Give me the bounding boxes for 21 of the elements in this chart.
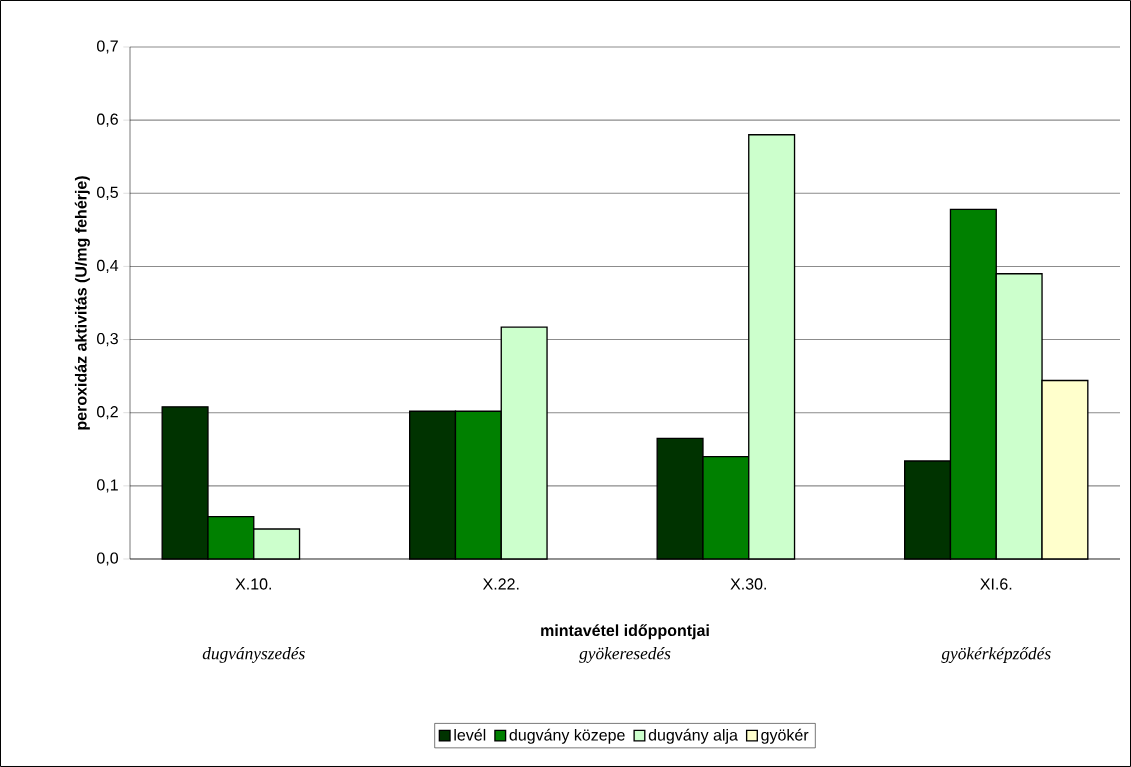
y-tick-label: 0,2	[97, 406, 118, 420]
x-tick-label: XI.6.	[980, 578, 1012, 590]
x-tick-label: X.22.	[482, 578, 519, 590]
legend-label: levél	[454, 728, 486, 741]
x-tick-label: X.10.	[235, 578, 271, 590]
y-tick-label: 0,4	[97, 259, 119, 274]
legend-label: dugvány közepe	[509, 728, 625, 744]
x-axis-title: mintavétel időppontjai	[541, 624, 709, 640]
text: dugványszedés	[202, 647, 305, 663]
legend-label: gyökér	[761, 728, 809, 744]
y-tick-label: 0,3	[97, 332, 118, 347]
legend-label: dugvány alja	[648, 728, 738, 744]
text: gyökérképződés	[941, 646, 1051, 663]
y-tick-label: 0,0	[97, 552, 119, 566]
y-tick-label: 0,1	[97, 479, 118, 493]
y-tick-label: 0,7	[97, 40, 118, 54]
y-tick-label: 0,6	[97, 113, 118, 127]
x-tick-label: X.30.	[730, 578, 766, 590]
y-tick-label: 0,5	[97, 186, 118, 200]
y-axis-title: peroxidáz aktivitás (U/mg fehérje)	[74, 176, 90, 430]
text: gyökeresedés	[579, 647, 671, 663]
